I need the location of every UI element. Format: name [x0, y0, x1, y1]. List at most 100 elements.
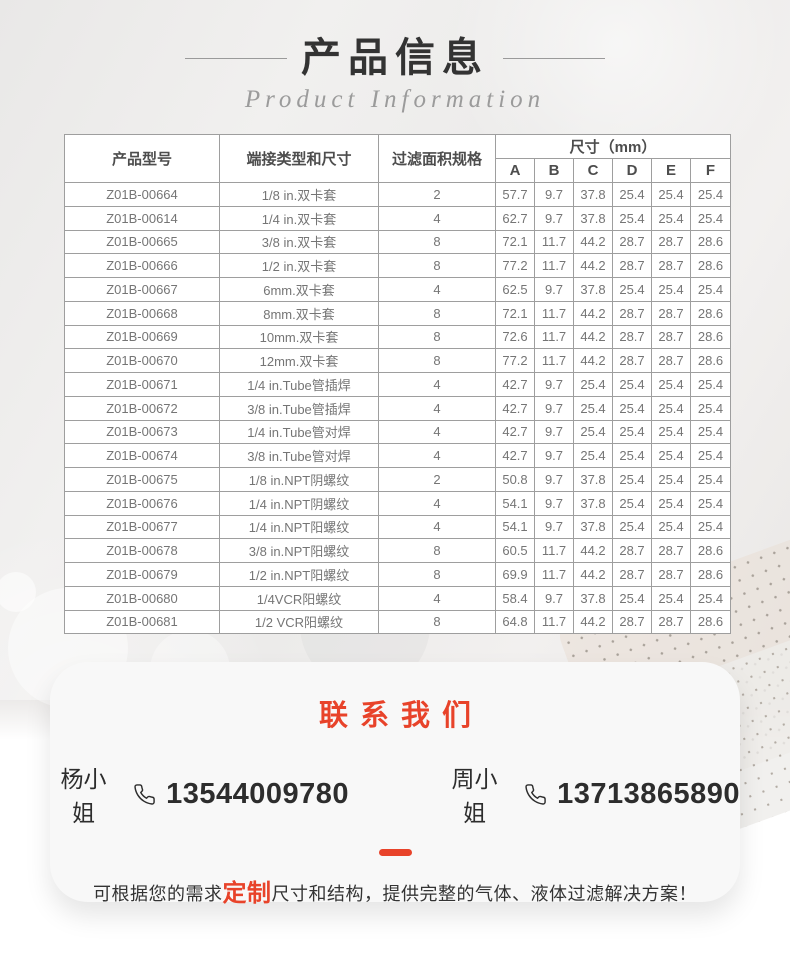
table-row: Z01B-00676 1/4 in.NPT阴螺纹 4 54.1 9.7 37.8 25.4 2… — [64, 490, 732, 516]
table-cell: 25.4 — [651, 182, 691, 207]
table-row: Z01B-00668 8mm.双卡套 8 72.1 11.7 44.2 28.7 28.7 28… — [64, 300, 732, 326]
col-header-model: 产品型号 — [64, 134, 220, 183]
table-cell: Z01B-00677 — [64, 514, 220, 540]
table-cell: 37.8 — [573, 585, 613, 611]
table-cell: 1/4 in.Tube管对焊 — [219, 419, 379, 445]
note-prefix: 可根据您的需求 — [93, 884, 223, 904]
table-cell: 11.7 — [534, 300, 574, 326]
table-header: 产品型号 端接类型和尺寸 过滤面积规格 尺寸（mm） A B C D E F — [64, 134, 732, 183]
col-header-dim-c: C — [573, 158, 613, 183]
table-cell: 62.5 — [495, 277, 535, 302]
note-highlight: 定制 — [222, 880, 272, 907]
table-cell: 11.7 — [534, 538, 574, 563]
table-cell: 25.4 — [573, 443, 613, 468]
table-cell: 3/8 in.Tube管对焊 — [219, 443, 379, 468]
table-cell: 25.4 — [612, 372, 652, 397]
red-divider — [378, 849, 412, 856]
table-row: Z01B-00666 1/2 in.双卡套 8 77.2 11.7 44.2 28.7 28.… — [64, 253, 732, 278]
table-cell: 77.2 — [495, 253, 535, 278]
table-cell: 9.7 — [534, 182, 574, 207]
table-cell: 28.7 — [651, 253, 691, 278]
table-cell: 8 — [378, 300, 496, 326]
table-cell: 28.7 — [612, 609, 652, 635]
table-cell: 9.7 — [534, 419, 574, 445]
contact-item: 杨小姐 13544009780 — [50, 760, 349, 828]
table-cell: 1/2 in.双卡套 — [219, 253, 379, 278]
table-cell: 62.7 — [495, 205, 535, 231]
table-cell: 11.7 — [534, 348, 574, 373]
table-cell: Z01B-00681 — [64, 609, 220, 635]
table-cell: 1/8 in.NPT阴螺纹 — [219, 467, 379, 492]
table-cell: 4 — [378, 395, 496, 421]
contact-name: 杨小姐 — [60, 766, 107, 826]
table-cell: 1/2 in.NPT阳螺纹 — [219, 562, 379, 587]
col-header-dimensions: 尺寸（mm） — [494, 134, 732, 159]
table-cell: Z01B-00678 — [64, 538, 220, 563]
table-cell: 25.4 — [651, 514, 691, 540]
table-cell: 44.2 — [573, 253, 613, 278]
product-table: 产品型号 端接类型和尺寸 过滤面积规格 尺寸（mm） A B C D E F Z… — [64, 134, 732, 635]
table-cell: 28.6 — [689, 229, 732, 255]
table-cell: 2 — [378, 182, 496, 207]
table-cell: 25.4 — [689, 467, 732, 492]
col-header-dim-f: F — [689, 158, 732, 183]
table-cell: 3/8 in.双卡套 — [219, 229, 379, 255]
table-cell: 28.6 — [689, 253, 732, 278]
table-cell: 25.4 — [651, 372, 691, 397]
table-cell: 4 — [378, 419, 496, 445]
table-cell: 3/8 in.Tube管插焊 — [219, 395, 379, 421]
table-cell: 57.7 — [495, 182, 535, 207]
table-cell: Z01B-00680 — [64, 585, 220, 611]
table-cell: 4 — [378, 514, 496, 540]
table-cell: 25.4 — [651, 205, 691, 231]
table-cell: 25.4 — [612, 585, 652, 611]
table-cell: 28.7 — [651, 324, 691, 350]
page-header: 产品信息 Product Information — [0, 34, 790, 114]
table-cell: Z01B-00668 — [64, 300, 220, 326]
table-row: Z01B-00681 1/2 VCR阳螺纹 8 64.8 11.7 44.2 28.7 28.… — [64, 609, 732, 635]
table-cell: 25.4 — [573, 372, 613, 397]
contact-title: 联系我们 — [318, 700, 483, 732]
table-cell: 37.8 — [573, 490, 613, 516]
table-cell: 25.4 — [689, 372, 732, 397]
table-cell: 3/8 in.NPT阳螺纹 — [219, 538, 379, 563]
table-cell: 9.7 — [534, 490, 574, 516]
table-cell: 25.4 — [612, 467, 652, 492]
table-cell: 28.7 — [651, 609, 691, 635]
table-cell: 1/4 in.NPT阳螺纹 — [219, 514, 379, 540]
table-cell: 69.9 — [495, 562, 535, 587]
table-cell: 37.8 — [573, 277, 613, 302]
table-cell: 11.7 — [534, 562, 574, 587]
phone-icon — [133, 783, 156, 806]
table-row: Z01B-00614 1/4 in.双卡套 4 62.7 9.7 37.8 25.4 25.4… — [64, 205, 732, 231]
note-suffix: 尺寸和结构，提供完整的气体、液体过滤解决方案！ — [271, 884, 697, 904]
table-cell: 8 — [378, 538, 496, 563]
table-cell: 12mm.双卡套 — [219, 348, 379, 373]
table-cell: 25.4 — [651, 490, 691, 516]
table-cell: 11.7 — [534, 229, 574, 255]
table-cell: 44.2 — [573, 538, 613, 563]
table-cell: 11.7 — [534, 609, 574, 635]
table-row: Z01B-00670 12mm.双卡套 8 77.2 11.7 44.2 28.7 28.7 2… — [64, 348, 732, 373]
phone-icon — [524, 783, 547, 806]
table-cell: 58.4 — [495, 585, 535, 611]
table-cell: 1/4 in.双卡套 — [219, 205, 379, 231]
table-cell: Z01B-00674 — [64, 443, 220, 468]
table-cell: 2 — [378, 467, 496, 492]
table-cell: 28.6 — [689, 538, 732, 563]
table-cell: 4 — [378, 585, 496, 611]
table-cell: 42.7 — [495, 372, 535, 397]
table-cell: 25.4 — [689, 205, 732, 231]
table-row: Z01B-00667 6mm.双卡套 4 62.5 9.7 37.8 25.4 25.4 25.… — [64, 277, 732, 302]
table-cell: 25.4 — [612, 395, 652, 421]
table-cell: 25.4 — [612, 277, 652, 302]
contact-name: 周小姐 — [451, 766, 498, 826]
table-cell: 44.2 — [573, 300, 613, 326]
table-cell: 9.7 — [534, 277, 574, 302]
table-cell: 28.7 — [612, 348, 652, 373]
table-cell: 8 — [378, 609, 496, 635]
table-row: Z01B-00671 1/4 in.Tube管插焊 4 42.7 9.7 25.4 25.4… — [64, 372, 732, 397]
table-cell: 42.7 — [495, 395, 535, 421]
page-subtitle: Product Information — [244, 86, 546, 113]
table-cell: 9.7 — [534, 514, 574, 540]
